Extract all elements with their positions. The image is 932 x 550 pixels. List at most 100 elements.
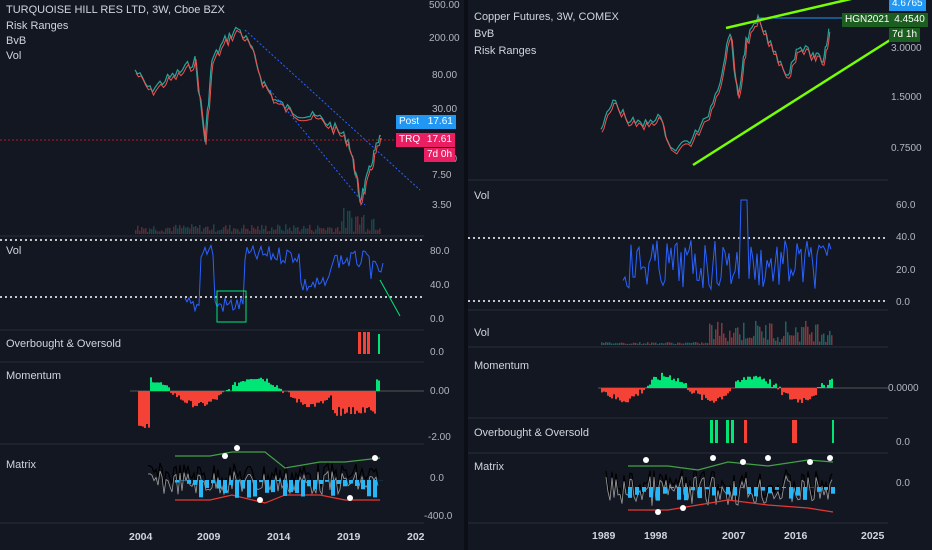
right-vol-axis-60: 60.0 xyxy=(896,200,916,211)
left-mom-bar xyxy=(182,391,184,401)
left-mom-bar xyxy=(330,391,332,396)
right-ob-bar-green xyxy=(832,420,834,443)
right-volume-bar xyxy=(795,327,797,345)
left-vol-axis-40: 40.0 xyxy=(430,280,450,291)
right-indicator-bvb[interactable]: BvB xyxy=(474,28,495,40)
right-mom-bar xyxy=(749,376,751,388)
left-volume-bar xyxy=(207,226,209,234)
left-volume-bar xyxy=(155,229,157,234)
left-mom-bar xyxy=(220,391,222,395)
right-volume-bar xyxy=(735,327,737,345)
left-matrix-signal-dot xyxy=(234,445,240,451)
right-mom-bar xyxy=(671,380,673,388)
left-volume-bar xyxy=(203,228,205,234)
left-matrix-blue-bar xyxy=(277,480,281,482)
right-ob-pane-label[interactable]: Overbought & Oversold xyxy=(474,427,589,439)
right-volume-bar xyxy=(701,342,703,345)
right-mom-bar xyxy=(713,388,715,403)
left-volume-bar xyxy=(369,230,371,234)
right-mom-bar xyxy=(635,388,637,395)
left-indicator-risk-ranges[interactable]: Risk Ranges xyxy=(6,20,69,32)
left-indicator-vol[interactable]: Vol xyxy=(6,50,22,62)
left-mom-bar xyxy=(352,391,354,408)
right-volume-bar xyxy=(757,325,759,345)
left-volume-bar xyxy=(371,219,373,234)
right-vol-axis-40: 40.0 xyxy=(896,232,916,243)
left-ob-pane-label[interactable]: Overbought & Oversold xyxy=(6,338,121,350)
right-chart[interactable]: Copper Futures, 3W, COMEX BvB Risk Range… xyxy=(468,0,932,550)
left-mom-bar xyxy=(164,385,166,391)
right-mom-bar xyxy=(781,388,783,396)
right-volume-bar xyxy=(753,335,755,345)
right-vol-pane-label[interactable]: Vol xyxy=(474,190,490,202)
right-mom-bar xyxy=(605,388,607,393)
left-countdown: 7d 0h xyxy=(424,148,456,162)
right-volume-bar xyxy=(691,342,693,345)
left-volume-bar xyxy=(163,231,165,234)
right-matrix-blue-bar xyxy=(754,487,758,497)
left-vol-axis-80: 80.0 xyxy=(430,246,450,257)
right-matrix-pane-label[interactable]: Matrix xyxy=(474,461,504,473)
left-vol-pane-label[interactable]: Vol xyxy=(6,245,22,257)
right-vol2-pane-label[interactable]: Vol xyxy=(474,327,490,339)
right-mom-bar xyxy=(611,388,613,399)
left-matrix-blue-bar xyxy=(271,480,275,493)
left-volume-bar xyxy=(187,226,189,234)
right-volume-bar xyxy=(799,341,801,345)
right-volume-bar xyxy=(749,337,751,345)
left-volume-bar xyxy=(341,221,343,234)
right-matrix-signal-dot xyxy=(740,459,746,465)
right-mom-pane-label[interactable]: Momentum xyxy=(474,360,530,372)
left-chart[interactable]: TURQUOISE HILL RES LTD, 3W, Cboe BZX Ris… xyxy=(0,0,464,550)
right-matrix-blue-bar xyxy=(684,487,688,501)
right-mom-bar xyxy=(745,379,747,388)
left-matrix-blue-bar xyxy=(229,480,233,485)
right-indicator-risk-ranges[interactable]: Risk Ranges xyxy=(474,45,537,57)
left-volume-bar xyxy=(221,229,223,234)
right-volume-bar xyxy=(725,337,727,345)
left-indicator-bvb[interactable]: BvB xyxy=(6,35,27,47)
left-volume-bar xyxy=(225,225,227,234)
left-matrix-signal-dot xyxy=(257,497,263,503)
left-chart-title: TURQUOISE HILL RES LTD, 3W, Cboe BZX xyxy=(6,4,225,16)
right-matrix-blue-bar xyxy=(691,487,695,491)
right-volume-bar xyxy=(779,341,781,345)
right-mom-bar xyxy=(791,388,793,400)
left-mom-bar xyxy=(148,391,150,428)
right-ob-bar-green xyxy=(731,420,734,443)
left-volume-bar xyxy=(219,230,221,234)
left-volume-bar xyxy=(359,224,361,234)
right-mom-bar xyxy=(769,379,771,388)
left-volume-bar xyxy=(141,227,143,234)
left-vol-highlight-box xyxy=(216,290,247,323)
left-x-2009: 2009 xyxy=(197,531,221,543)
right-mom-bar xyxy=(831,378,833,388)
right-volume-bar xyxy=(645,343,647,345)
right-volume-bar xyxy=(737,327,739,345)
left-chart-canvas[interactable] xyxy=(0,0,464,550)
right-mom-bar xyxy=(763,378,765,388)
right-matrix-blue-bar xyxy=(824,487,828,490)
left-matrix-pane-label[interactable]: Matrix xyxy=(6,459,36,471)
right-mom-bar xyxy=(711,388,713,401)
left-ticker-tag: TRQ 17.61 xyxy=(396,133,455,147)
right-matrix-blue-bar xyxy=(733,487,737,496)
right-volume-bar xyxy=(647,342,649,345)
right-matrix-green-line xyxy=(628,459,834,471)
right-mom-bar xyxy=(801,388,803,403)
right-mom-bar xyxy=(623,388,625,402)
left-price-axis-3: 3.50 xyxy=(432,200,452,211)
left-volume-bar xyxy=(367,228,369,234)
left-volume-bar xyxy=(183,225,185,234)
left-x-2004: 2004 xyxy=(129,531,153,543)
left-mom-pane-label[interactable]: Momentum xyxy=(6,370,62,382)
right-volume-bar xyxy=(711,325,713,345)
left-mom-bar xyxy=(374,391,376,414)
right-matrix-signal-dot xyxy=(680,505,686,511)
left-matrix-blue-bar xyxy=(259,480,263,483)
right-chart-canvas[interactable] xyxy=(468,0,932,550)
chart-separator[interactable] xyxy=(464,0,468,550)
left-volume-bar xyxy=(365,231,367,234)
left-volume-bar xyxy=(255,229,257,234)
left-mom-bar xyxy=(292,391,294,398)
